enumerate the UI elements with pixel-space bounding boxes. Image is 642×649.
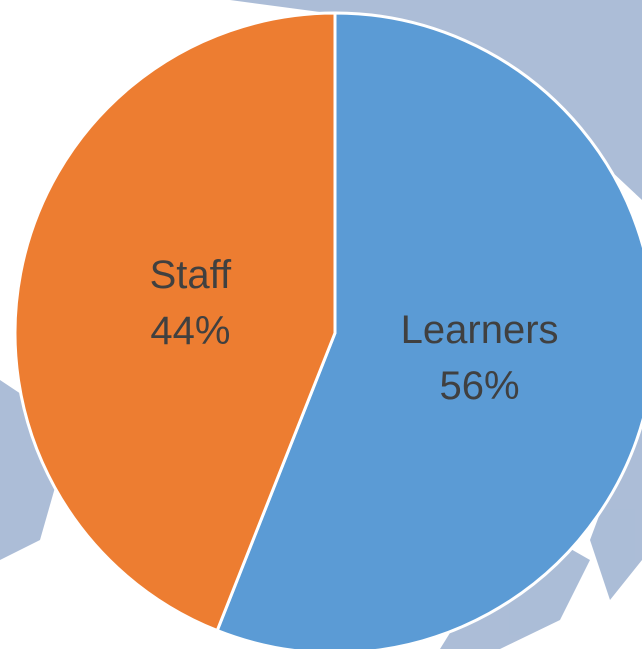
slice-category-label: Staff	[150, 253, 232, 297]
pie-slice	[13, 11, 337, 633]
pie-slice	[215, 11, 642, 649]
slice-category-label: Learners	[401, 308, 559, 352]
map-shape	[230, 0, 642, 200]
data-labels: Learners 56% Staff 44%	[150, 253, 559, 408]
slice-value-label: 56%	[440, 364, 520, 408]
map-shape	[0, 380, 60, 560]
slice-value-label: 44%	[150, 309, 230, 353]
pie	[13, 11, 642, 649]
